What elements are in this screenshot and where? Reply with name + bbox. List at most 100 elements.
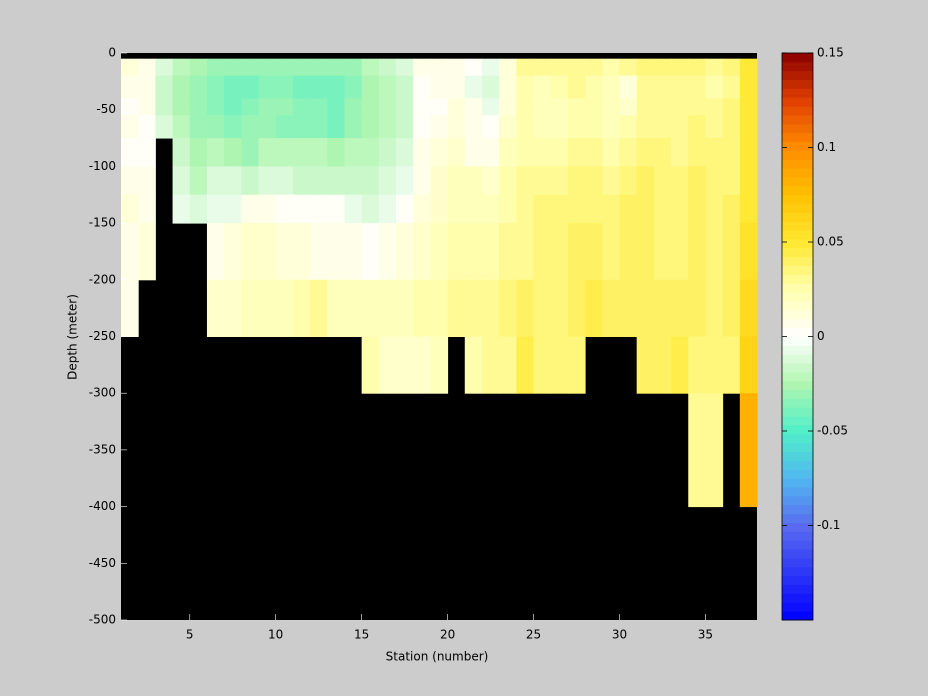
colorbar-band xyxy=(782,79,813,89)
heat-cell xyxy=(533,279,552,337)
heat-cell xyxy=(447,166,466,196)
heat-cell xyxy=(189,166,208,196)
heat-cell xyxy=(121,166,139,196)
heat-cell xyxy=(516,75,535,99)
heat-cell xyxy=(481,98,500,116)
heat-cell xyxy=(189,194,208,224)
heat-cell xyxy=(602,223,620,281)
colorbar-band xyxy=(782,88,813,98)
heat-cell xyxy=(550,115,569,139)
heat-cell xyxy=(206,58,225,77)
heat-cell xyxy=(361,98,380,116)
heat-cell xyxy=(636,98,655,116)
heat-cell xyxy=(533,115,552,139)
x-tick-label: 35 xyxy=(698,628,713,642)
colorbar-band xyxy=(782,566,813,577)
heat-cell xyxy=(516,58,535,77)
heat-cell xyxy=(206,98,225,116)
heat-cell xyxy=(430,138,449,167)
heat-cell xyxy=(413,115,431,139)
heat-cell xyxy=(533,58,552,77)
heat-cell xyxy=(671,58,689,77)
heat-cell xyxy=(258,279,277,337)
heat-cell xyxy=(567,115,586,139)
heat-cell xyxy=(585,166,603,196)
heat-cell xyxy=(361,194,380,224)
colorbar-band xyxy=(782,318,813,329)
heat-cell xyxy=(396,194,414,224)
y-tick-label: 0 xyxy=(108,46,116,60)
heat-cell xyxy=(378,194,397,224)
heat-cell xyxy=(671,115,689,139)
y-tick-label: -300 xyxy=(89,386,116,400)
heat-cell xyxy=(292,223,311,281)
heat-cell xyxy=(292,166,311,196)
heat-cell xyxy=(292,279,311,337)
heat-cell xyxy=(602,115,620,139)
colorbar-band xyxy=(782,212,813,222)
heat-cell xyxy=(533,138,552,167)
y-tick-label: -50 xyxy=(96,102,116,116)
heat-cell xyxy=(481,58,500,77)
heat-cell xyxy=(533,223,552,281)
heat-cell xyxy=(619,115,638,139)
heat-cell xyxy=(499,336,517,394)
heat-cell xyxy=(310,194,328,224)
heat-cell xyxy=(671,194,689,224)
heat-cell xyxy=(722,279,741,337)
heat-cell xyxy=(567,336,586,394)
colorbar-band xyxy=(782,425,813,435)
heat-cell xyxy=(327,58,345,77)
heat-cell xyxy=(705,138,724,167)
heat-cell xyxy=(688,58,706,77)
heat-cell xyxy=(722,138,741,167)
heat-cell xyxy=(602,58,620,77)
heat-cell xyxy=(206,115,225,139)
heat-cell xyxy=(739,279,758,337)
heat-cell xyxy=(671,223,689,281)
heat-cell xyxy=(292,138,311,167)
colorbar-band xyxy=(782,389,813,399)
heat-cell xyxy=(378,98,397,116)
heat-cell xyxy=(241,58,260,77)
heat-cell xyxy=(172,58,191,77)
heat-cell xyxy=(722,75,741,99)
heat-cell xyxy=(292,98,311,116)
heat-cell xyxy=(206,138,225,167)
colorbar-tick-label: 0 xyxy=(817,329,825,343)
heat-cell xyxy=(705,98,724,116)
heat-cell xyxy=(310,166,328,196)
x-tick-label: 10 xyxy=(268,628,283,642)
heat-cell xyxy=(292,194,311,224)
y-tick-label: -500 xyxy=(89,613,116,627)
heat-cell xyxy=(464,75,483,99)
heat-cell xyxy=(499,98,517,116)
heat-cell xyxy=(550,58,569,77)
heat-cell xyxy=(310,98,328,116)
heat-cell xyxy=(722,115,741,139)
heat-cell xyxy=(310,223,328,281)
heat-cell xyxy=(722,336,741,394)
heat-cell xyxy=(447,138,466,167)
heat-cell xyxy=(275,279,294,337)
heat-cell xyxy=(258,138,277,167)
heat-cell xyxy=(499,194,517,224)
colorbar-band xyxy=(782,61,813,72)
heat-cell xyxy=(378,336,397,394)
heat-cell xyxy=(567,138,586,167)
heat-cell xyxy=(396,98,414,116)
heat-cell xyxy=(550,75,569,99)
heat-cell xyxy=(241,75,260,99)
heat-cell xyxy=(567,75,586,99)
heat-cell xyxy=(224,194,242,224)
heat-cell xyxy=(310,138,328,167)
heat-cell xyxy=(602,75,620,99)
colorbar-band xyxy=(782,150,813,160)
heat-cell xyxy=(550,279,569,337)
heat-cell xyxy=(378,223,397,281)
heat-cell xyxy=(344,279,363,337)
heat-cell xyxy=(172,75,191,99)
heat-cell xyxy=(653,279,672,337)
heat-cell xyxy=(688,115,706,139)
heat-cell xyxy=(241,194,260,224)
